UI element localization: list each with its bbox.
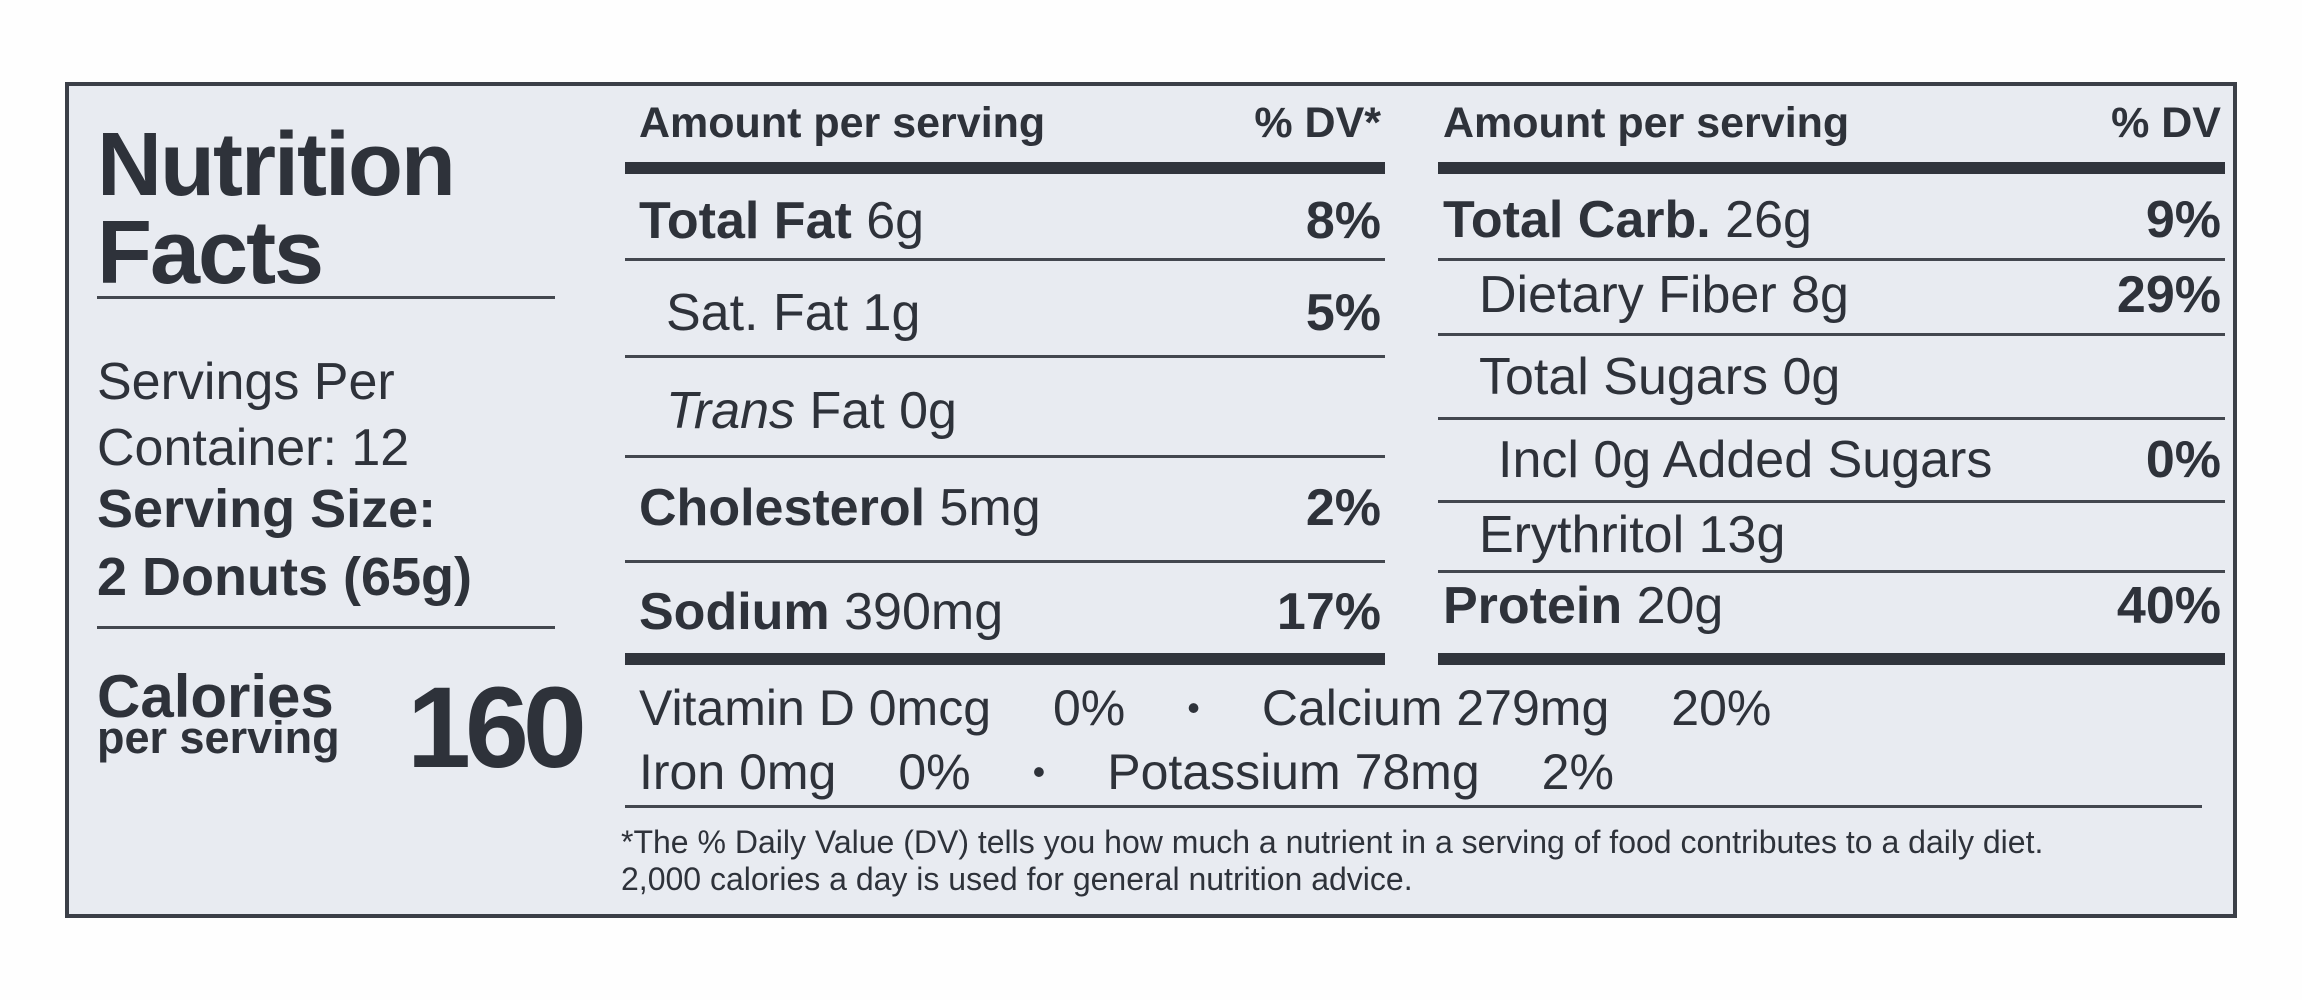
nutrient-row-trans-fat: Trans Fat 0g [625,379,1385,443]
panel-title-line2: Facts [97,203,324,303]
micronutrient-name: Potassium 78mg [1107,744,1480,800]
dv-footnote-line2: 2,000 calories a day is used for general… [621,861,1413,897]
nutrient-name: Dietary Fiber 8g [1479,266,1849,324]
percent-dv-value: 20% [1671,680,1772,736]
divider [1438,417,2225,420]
nutrient-amount: 1g [862,284,921,342]
servings-per-container: Servings Per Container: 12 [97,349,409,481]
calories-per-serving-label: per serving [97,712,340,763]
divider [625,258,1385,261]
micronutrient-line-2: Iron 0mg 0% • Potassium 78mg 2% [625,742,1614,802]
divider [97,626,555,629]
serving-size-line1: Serving Size: [97,479,437,539]
panel-title-line1: Nutrition [97,115,456,215]
nutrient-row-total-sugars: Total Sugars 0g [1438,345,2225,409]
percent-dv-header: % DV* [1254,99,1381,147]
nutrient-row-total-carb: Total Carb. 26g 9% [1438,188,2225,252]
bullet-separator: • [1032,751,1046,792]
calories-label: Calories [97,663,334,730]
micronutrient-line-1: Vitamin D 0mcg 0% • Calcium 279mg 20% [625,678,1771,738]
divider [625,355,1385,358]
divider [625,805,2202,808]
nutrient-column-right: Amount per serving % DV Total Carb. 26g … [1438,86,2225,914]
thick-divider [625,653,1385,665]
nutrient-name: Total Fat 6g [639,192,925,250]
divider [97,296,555,299]
nutrient-amount: 13g [1698,506,1786,564]
percent-dv-value: 0% [2145,431,2221,489]
percent-dv-value: 0% [1053,680,1126,736]
nutrient-amount: 390mg [844,583,1004,641]
nutrient-amount: 26g [1725,191,1812,249]
divider [1438,500,2225,503]
nutrient-row-sodium: Sodium 390mg 17% [625,580,1385,644]
nutrient-amount: 20g [1636,577,1724,635]
thick-divider [1438,653,2225,665]
nutrient-amount: 5mg [939,479,1041,537]
nutrient-amount: 0g [1782,348,1841,406]
dv-footnote: *The % Daily Value (DV) tells you how mu… [621,824,2231,898]
serving-size-line2: 2 Donuts (65g) [97,547,473,607]
micronutrient-name: Vitamin D 0mcg [639,680,991,736]
divider [1438,333,2225,336]
nutrient-amount: 6g [866,192,925,250]
nutrient-row-sat-fat: Sat. Fat 1g 5% [625,281,1385,345]
nutrient-row-cholesterol: Cholesterol 5mg 2% [625,476,1385,540]
divider [625,455,1385,458]
column-header: Amount per serving % DV* [625,99,1385,148]
nutrient-row-protein: Protein 20g 40% [1438,574,2225,638]
percent-dv-value: 0% [898,744,971,800]
nutrient-name: Protein 20g [1443,577,1724,635]
nutrient-name: Sat. Fat 1g [666,284,921,342]
percent-dv-value: 2% [1305,479,1381,537]
nutrient-name: Total Sugars 0g [1479,348,1841,406]
percent-dv-value: 17% [1276,583,1381,641]
nutrient-row-total-fat: Total Fat 6g 8% [625,189,1385,253]
servings-line1: Servings Per [97,353,395,411]
amount-per-serving-label: Amount per serving [639,99,1046,147]
nutrient-name: Incl 0g Added Sugars [1498,431,1993,489]
divider [1438,258,2225,261]
bullet-separator: • [1187,687,1200,728]
nutrient-amount: 8g [1791,266,1849,324]
micronutrient-name: Calcium 279mg [1261,680,1610,736]
percent-dv-value: 40% [2116,577,2221,635]
percent-dv-value: 9% [2145,191,2221,249]
column-header: Amount per serving % DV [1438,99,2225,148]
nutrient-name: Total Carb. 26g [1443,191,1812,249]
nutrient-amount: 0g [899,382,957,440]
percent-dv-value: 29% [2116,266,2221,324]
calories-value: 160 [407,664,587,792]
divider [625,560,1385,563]
thick-divider [625,162,1385,174]
percent-dv-value: 2% [1541,744,1614,800]
dv-footnote-line1: *The % Daily Value (DV) tells you how mu… [621,824,2044,860]
nutrient-row-erythritol: Erythritol 13g [1438,503,2225,567]
micronutrient-name: Iron 0mg [639,744,837,800]
nutrition-facts-panel: Nutrition Facts Servings Per Container: … [65,82,2237,918]
nutrient-row-added-sugars: Incl 0g Added Sugars 0% [1438,428,2225,492]
nutrient-name: Sodium 390mg [639,583,1004,641]
nutrient-name: Trans Fat 0g [666,382,957,440]
percent-dv-value: 5% [1305,284,1381,342]
nutrient-name: Cholesterol 5mg [639,479,1041,537]
panel-title: Nutrition Facts [97,115,456,303]
serving-size: Serving Size: 2 Donuts (65g) [97,475,472,611]
nutrient-column-left: Amount per serving % DV* Total Fat 6g 8%… [625,86,1385,914]
amount-per-serving-label: Amount per serving [1443,99,1850,147]
percent-dv-value: 8% [1305,192,1381,250]
thick-divider [1438,162,2225,174]
divider [1438,570,2225,573]
nutrient-row-dietary-fiber: Dietary Fiber 8g 29% [1438,263,2225,327]
servings-line2: Container: 12 [97,419,410,477]
percent-dv-header: % DV [2111,99,2221,147]
nutrient-name: Erythritol 13g [1479,506,1786,564]
